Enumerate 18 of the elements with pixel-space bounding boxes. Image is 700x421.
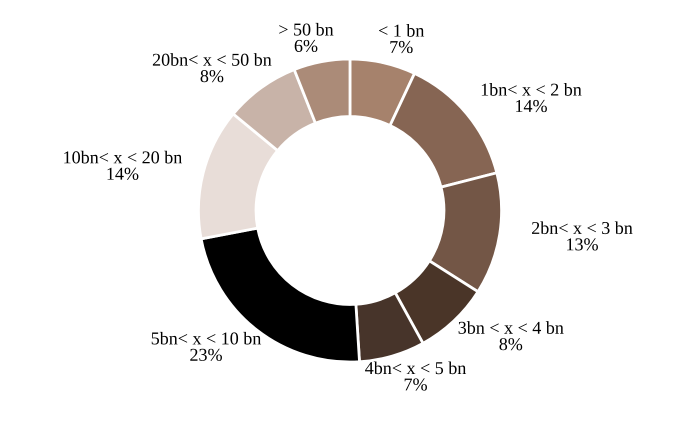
slice-label: < 1 bn — [379, 24, 424, 37]
data-label: 14% — [108, 168, 138, 180]
data-label: 23% — [190, 348, 222, 361]
data-label: 8% — [200, 70, 224, 82]
slice-label: 20bn< x < 50 bn — [152, 53, 272, 66]
data-label: 7% — [390, 40, 413, 54]
data-label: 13% — [567, 238, 598, 251]
slice-label: 2bn< x < 3 bn — [532, 221, 633, 234]
slice-label: 5bn< x < 10 bn — [152, 332, 262, 345]
slice-label: 4bn< x < 5 bn — [365, 362, 466, 374]
slice-label: > 50 bn — [279, 22, 334, 36]
data-label: 6% — [294, 40, 318, 52]
data-label: 7% — [404, 378, 427, 391]
slice-label: 3bn < x < 4 bn — [458, 321, 564, 334]
data-label: 14% — [516, 100, 547, 112]
slice-label: 10bn< x < 20 bn — [64, 150, 182, 164]
slice-label: 1bn< x < 2 bn — [482, 83, 582, 96]
data-label: 8% — [499, 338, 522, 350]
